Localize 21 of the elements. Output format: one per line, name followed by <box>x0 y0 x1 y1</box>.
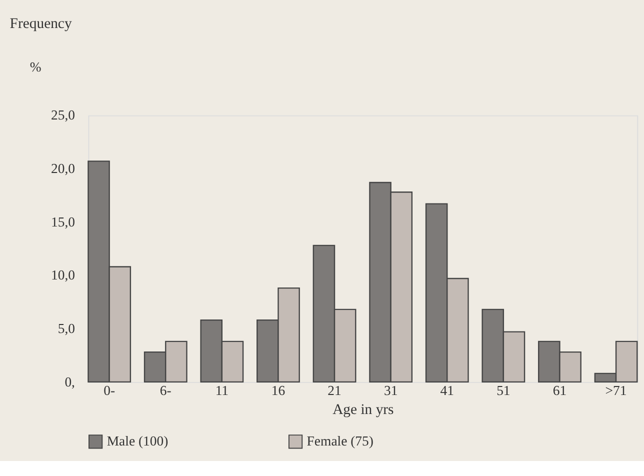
chart-title: Frequency <box>10 16 72 32</box>
y-axis-title: % <box>30 60 42 75</box>
y-tick-label: 5,0 <box>58 321 76 336</box>
x-tick-label: 41 <box>440 383 454 398</box>
x-tick-label: 51 <box>496 383 510 398</box>
x-axis-title: Age in yrs <box>332 402 394 418</box>
y-tick-label: 10,0 <box>50 268 76 283</box>
x-tick-label: >71 <box>605 383 627 398</box>
y-tick-label: 15,0 <box>50 214 76 230</box>
x-tick-label: 0- <box>104 383 116 398</box>
x-tick-label: 21 <box>328 383 342 398</box>
y-tick-label: 20,0 <box>50 161 76 176</box>
legend-label: Female (75) <box>306 434 374 449</box>
x-tick-label: 31 <box>384 383 398 398</box>
x-tick-label: 16 <box>271 383 286 398</box>
y-tick-label: 0, <box>64 374 75 390</box>
legend-label: Male (100) <box>106 434 168 449</box>
x-tick-label: 6- <box>160 383 172 398</box>
x-tick-label: 11 <box>215 383 229 398</box>
x-tick-label: 61 <box>552 383 567 398</box>
y-tick-label: 25,0 <box>50 108 76 123</box>
